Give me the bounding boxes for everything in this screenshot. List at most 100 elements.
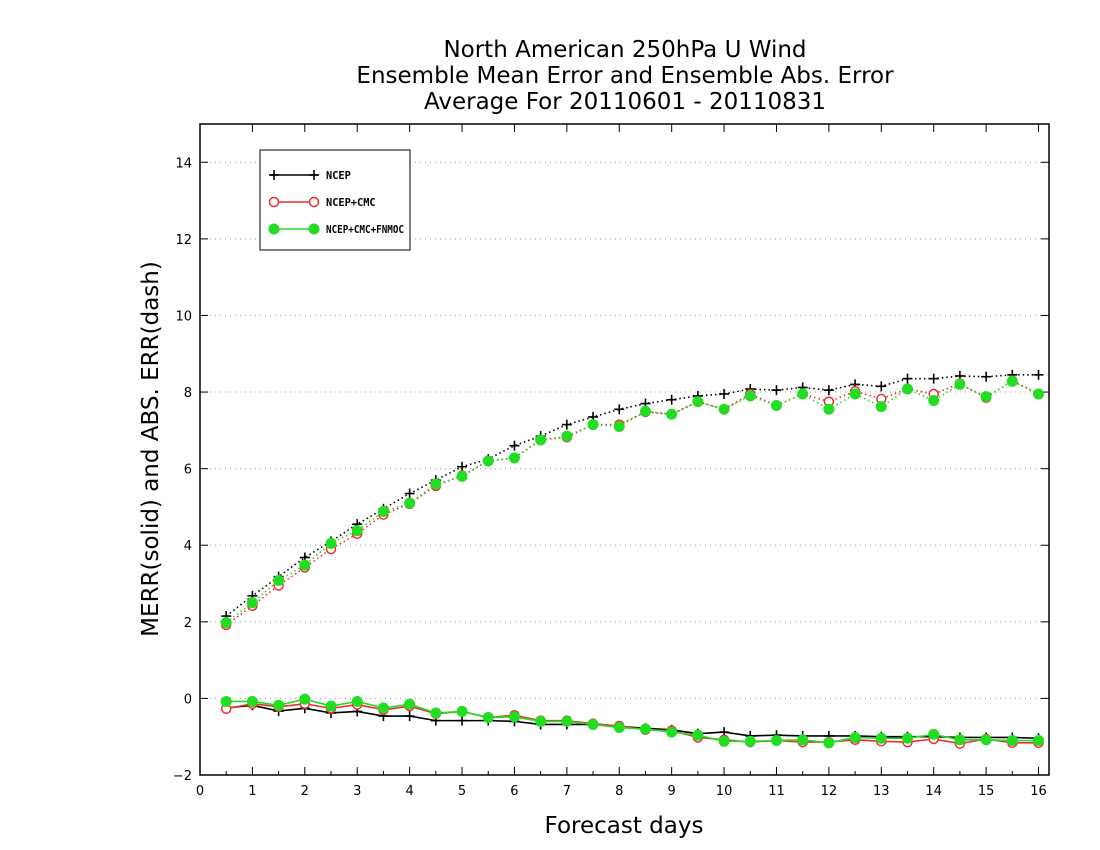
merr-point-ncep-cmc-fnmoc-27: [928, 728, 940, 740]
y-tick-label--2: −2: [173, 769, 192, 784]
abs-err-point-ncep-27: [928, 373, 939, 384]
legend-label-ncep-cmc-fnmoc: NCEP+CMC+FNMOC: [326, 223, 404, 236]
y-tick-label-2: 2: [184, 616, 192, 631]
abs-err-point-ncep-cmc-fnmoc-17: [666, 408, 678, 420]
merr-point-ncep-cmc-fnmoc-7: [404, 698, 416, 710]
legend-box: [259, 149, 411, 251]
legend-marker-right-ncep-cmc: [308, 196, 320, 208]
merr-point-ncep-cmc-fnmoc-5: [351, 695, 363, 707]
abs-err-point-ncep-23: [823, 385, 834, 396]
merr-point-ncep-7: [404, 711, 415, 722]
abs-err-point-ncep-31: [1033, 369, 1044, 380]
abs-err-point-ncep-cmc-fnmoc-23: [823, 403, 835, 415]
abs-err-point-ncep-25: [876, 381, 887, 392]
abs-err-point-ncep-cmc-fnmoc-5: [351, 525, 363, 537]
merr-point-ncep-cmc-fnmoc-24: [849, 731, 861, 743]
series-ncep-cmc-fnmoc: [220, 375, 1045, 749]
legend-marker-left-ncep-cmc-fnmoc: [268, 223, 280, 235]
merr-point-ncep-cmc-fnmoc-30: [1006, 735, 1018, 747]
abs-err-point-ncep-cmc-fnmoc-25: [875, 401, 887, 413]
merr-point-ncep-9: [457, 715, 468, 726]
merr-point-ncep-cmc-fnmoc-19: [718, 735, 730, 747]
merr-point-ncep-cmc-fnmoc-12: [535, 715, 547, 727]
abs-err-point-ncep-26: [902, 373, 913, 384]
merr-point-ncep-cmc-fnmoc-16: [639, 723, 651, 735]
y-axis-label: MERR(solid) and ABS. ERR(dash): [138, 261, 164, 637]
merr-point-ncep-cmc-fnmoc-2: [273, 699, 285, 711]
merr-point-ncep-cmc-fnmoc-20: [744, 735, 756, 747]
abs-err-line-ncep: [225, 374, 1039, 617]
merr-point-ncep-cmc-fnmoc-23: [823, 737, 835, 749]
abs-err-point-ncep-cmc-fnmoc-1: [246, 597, 258, 609]
abs-err-line-ncep-cmc-fnmoc: [225, 380, 1039, 624]
legend-label-ncep-cmc: NCEP+CMC: [326, 196, 376, 209]
abs-err-point-ncep-29: [981, 371, 992, 382]
merr-point-ncep-cmc-fnmoc-6: [377, 702, 389, 714]
abs-err-point-ncep-cmc-fnmoc-8: [430, 478, 442, 490]
legend-marker-right-ncep-cmc-fnmoc: [308, 223, 320, 235]
x-tick-label-2: 2: [301, 784, 309, 799]
x-tick-label-15: 15: [978, 784, 995, 799]
abs-err-point-ncep-cmc-fnmoc-11: [508, 452, 520, 464]
abs-err-point-ncep-cmc-fnmoc-3: [299, 559, 311, 571]
merr-point-ncep-cmc-fnmoc-28: [954, 734, 966, 746]
x-tick-label-11: 11: [768, 784, 785, 799]
abs-err-point-ncep-19: [719, 388, 730, 399]
y-tick-label-12: 12: [175, 233, 192, 248]
x-tick-label-6: 6: [510, 784, 518, 799]
merr-point-ncep-cmc-fnmoc-21: [770, 735, 782, 747]
x-tick-label-3: 3: [353, 784, 361, 799]
abs-err-point-ncep-cmc-fnmoc-21: [770, 399, 782, 411]
abs-err-point-ncep-cmc-fnmoc-26: [902, 383, 913, 395]
chart-title-line-2: Ensemble Mean Error and Ensemble Abs. Er…: [356, 63, 894, 89]
abs-err-point-ncep-cmc-fnmoc-27: [928, 394, 940, 406]
legend-marker-left-ncep: [269, 170, 279, 180]
x-tick-label-5: 5: [458, 784, 466, 799]
abs-err-point-ncep-cmc-fnmoc-6: [377, 506, 389, 518]
x-tick-label-9: 9: [668, 784, 676, 799]
x-tick-label-0: 0: [196, 784, 204, 799]
abs-err-line-ncep-cmc: [225, 379, 1039, 626]
merr-point-ncep-cmc-fnmoc-15: [613, 722, 625, 734]
x-tick-label-12: 12: [821, 784, 838, 799]
abs-err-point-ncep-cmc-fnmoc-9: [456, 470, 468, 482]
x-tick-label-16: 16: [1030, 784, 1047, 799]
abs-err-point-ncep-cmc-fnmoc-13: [561, 430, 573, 442]
abs-err-point-ncep-cmc-fnmoc-10: [482, 455, 494, 467]
abs-err-point-ncep-11: [509, 440, 520, 451]
merr-point-ncep-cmc-fnmoc-0: [220, 695, 232, 707]
abs-err-point-ncep-21: [771, 385, 782, 396]
y-tick-label-6: 6: [184, 463, 192, 478]
legend-label-ncep: NCEP: [326, 169, 351, 182]
chart-title-line-3: Average For 20110601 - 20110831: [423, 89, 827, 115]
merr-point-ncep-cmc-fnmoc-25: [875, 732, 887, 744]
abs-err-point-ncep-cmc-fnmoc-15: [613, 421, 625, 433]
series-ncep-cmc: [220, 375, 1044, 749]
x-tick-label-14: 14: [925, 784, 942, 799]
legend-marker-right-ncep: [309, 170, 319, 180]
abs-err-point-ncep-cmc-fnmoc-4: [325, 537, 337, 549]
abs-err-point-ncep-cmc-fnmoc-19: [718, 403, 730, 415]
merr-point-ncep-cmc-fnmoc-31: [1033, 735, 1045, 747]
y-tick-label-8: 8: [184, 386, 192, 401]
merr-point-ncep-cmc-fnmoc-29: [980, 734, 992, 746]
merr-point-ncep-cmc-fnmoc-26: [902, 732, 913, 744]
merr-point-ncep-cmc-fnmoc-11: [508, 711, 520, 723]
y-tick-label-14: 14: [175, 156, 192, 171]
plot-frame: [199, 123, 1050, 776]
abs-err-point-ncep-cmc-fnmoc-2: [273, 574, 285, 586]
abs-err-point-ncep-15: [614, 404, 625, 415]
x-tick-label-7: 7: [563, 784, 571, 799]
merr-point-ncep-cmc-fnmoc-18: [692, 729, 704, 741]
merr-point-ncep-cmc-fnmoc-13: [561, 715, 573, 727]
abs-err-point-ncep-cmc-fnmoc-28: [954, 378, 966, 390]
abs-err-point-ncep-cmc-fnmoc-0: [220, 617, 232, 629]
merr-point-ncep-cmc-fnmoc-1: [246, 695, 258, 707]
abs-err-point-ncep-7: [404, 488, 415, 499]
x-tick-label-1: 1: [248, 784, 256, 799]
merr-point-ncep-cmc-fnmoc-10: [482, 712, 494, 724]
abs-err-point-ncep-13: [561, 419, 572, 430]
merr-point-ncep-cmc-fnmoc-9: [456, 705, 468, 717]
